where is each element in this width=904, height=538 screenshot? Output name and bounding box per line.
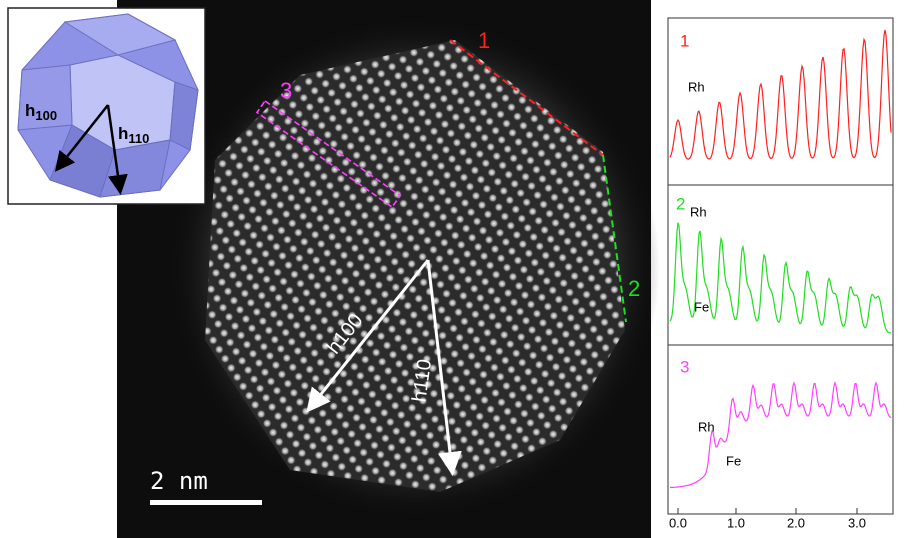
x-tick-label: 0.0 [669,515,687,530]
facet-line-2 [602,154,627,323]
intensity-profile [669,222,892,334]
inset-label: h110 [118,124,149,146]
x-tick-label: 2.0 [787,515,805,530]
x-tick-label: 3.0 [848,515,866,530]
profile-frame [667,17,894,515]
facet-line-1 [449,39,604,156]
element-label: Rh [690,204,707,219]
intensity-profile [669,29,892,160]
inset-arrow [54,104,109,172]
arrow-h100 [306,259,430,413]
inset-arrow [106,104,128,195]
intensity-profile [670,381,892,489]
x-tick-label: 1.0 [727,515,745,530]
scale-bar-label: 2 nm [150,467,208,495]
facet-label: 2 [628,276,640,301]
element-label: Fe [694,299,709,314]
element-label: Fe [726,453,741,468]
profile-label: 2 [676,194,685,213]
arrow-h110 [426,259,462,476]
element-label: Rh [698,419,715,434]
scale-bar [150,500,262,505]
facet-label: 3 [280,78,292,103]
profile-label: 1 [680,31,689,50]
element-label: Rh [688,79,705,94]
profile-label: 3 [680,357,689,376]
inset-label: h100 [25,101,57,123]
facet-label: 1 [478,28,490,53]
